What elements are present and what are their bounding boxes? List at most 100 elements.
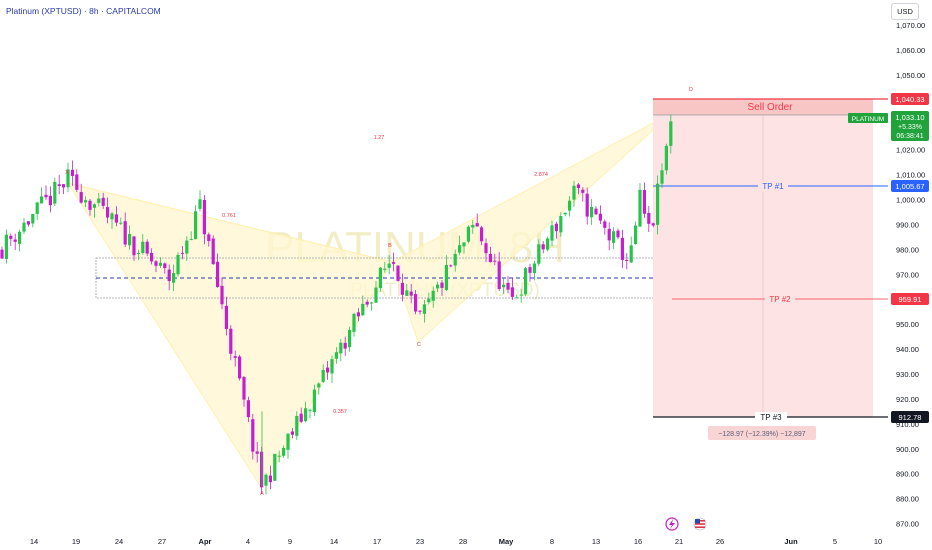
candle-body bbox=[88, 200, 92, 210]
y-tick-label: 950.00 bbox=[896, 320, 919, 329]
y-tick-label: 920.00 bbox=[896, 395, 919, 404]
candle-body bbox=[229, 328, 233, 354]
candle-body bbox=[664, 145, 668, 171]
last-price-badge bbox=[891, 111, 929, 141]
position-stats-bg bbox=[708, 426, 816, 440]
chart-title: Platinum (XPTUSD) · 8h · CAPITALCOM bbox=[6, 6, 161, 16]
tp3-label: TP #3 bbox=[760, 413, 782, 422]
candle-body bbox=[75, 174, 79, 190]
candle-body bbox=[97, 198, 101, 203]
x-tick-label: 13 bbox=[592, 537, 600, 546]
x-tick-label: 16 bbox=[634, 537, 642, 546]
candle-body bbox=[656, 183, 660, 225]
candle-body bbox=[550, 225, 554, 241]
candle-body bbox=[53, 181, 57, 204]
candles-layer bbox=[0, 114, 673, 495]
candle-body bbox=[488, 253, 492, 262]
candle-body bbox=[246, 400, 250, 418]
x-tick-label: 9 bbox=[288, 537, 292, 546]
ratio-bd: 2.874 bbox=[534, 172, 548, 178]
candle-body bbox=[537, 244, 541, 264]
tp2-label-bg bbox=[765, 294, 795, 305]
pattern-xb-leg bbox=[67, 182, 393, 263]
candle-body bbox=[123, 221, 127, 245]
tp2-label: TP #2 bbox=[769, 295, 791, 304]
candle-body bbox=[502, 284, 506, 288]
candle-body bbox=[510, 287, 514, 297]
candle-body bbox=[519, 294, 523, 296]
candle-body bbox=[242, 377, 246, 400]
candle-body bbox=[330, 359, 334, 374]
candle-body bbox=[370, 302, 374, 304]
candle-body bbox=[31, 213, 35, 224]
candle-body bbox=[343, 342, 347, 349]
candle-body bbox=[616, 230, 620, 238]
candle-body bbox=[84, 200, 88, 203]
candle-body bbox=[70, 169, 74, 176]
ratio-ac: 0.357 bbox=[333, 409, 347, 415]
tp1-label-bg bbox=[758, 181, 788, 192]
sell-price-badge bbox=[891, 93, 929, 105]
last-symbol-text: PLATINUM bbox=[852, 116, 884, 123]
candle-body bbox=[392, 262, 396, 264]
candle-body bbox=[273, 453, 277, 481]
y-tick-label: 1,050.00 bbox=[896, 71, 925, 80]
candle-body bbox=[572, 185, 576, 200]
y-tick-label: 900.00 bbox=[896, 445, 919, 454]
candle-body bbox=[449, 265, 453, 267]
candle-body bbox=[211, 238, 215, 265]
candle-body bbox=[35, 202, 39, 214]
point-c-label: C bbox=[417, 342, 421, 348]
candle-body bbox=[594, 208, 598, 215]
tp3-label-bg bbox=[755, 412, 787, 423]
x-tick-label: 23 bbox=[416, 537, 424, 546]
candle-body bbox=[387, 263, 391, 268]
candle-body bbox=[282, 447, 286, 456]
last-price-text: 1,033.10 bbox=[895, 113, 924, 122]
y-tick-label: 870.00 bbox=[896, 520, 919, 529]
last-symbol-badge bbox=[848, 113, 888, 123]
candle-body bbox=[40, 196, 44, 204]
tp1-price-text: 1,005.67 bbox=[895, 182, 924, 191]
candle-body bbox=[563, 212, 567, 215]
candle-body bbox=[4, 234, 8, 259]
candle-body bbox=[334, 352, 338, 359]
candle-body bbox=[418, 310, 422, 312]
candle-body bbox=[660, 170, 664, 184]
candle-body bbox=[374, 287, 378, 303]
x-tick-label: 14 bbox=[330, 537, 338, 546]
candle-body bbox=[216, 261, 220, 288]
candle-body bbox=[400, 282, 404, 295]
lightning-icon[interactable] bbox=[665, 517, 679, 531]
candle-body bbox=[0, 249, 4, 259]
candle-body bbox=[304, 408, 308, 422]
candle-body bbox=[378, 267, 382, 289]
candle-body bbox=[26, 221, 30, 225]
candle-body bbox=[224, 305, 228, 329]
y-tick-label: 910.00 bbox=[896, 420, 919, 429]
candle-body bbox=[528, 267, 532, 273]
y-tick-label: 1,020.00 bbox=[896, 146, 925, 155]
candle-body bbox=[295, 416, 299, 436]
time-axis[interactable]: 14 19 24 27 Apr 4 9 14 17 23 28 May 8 13 16 21 26 Jun 5 10 bbox=[30, 537, 882, 546]
candle-body bbox=[568, 200, 572, 211]
candle-body bbox=[352, 313, 356, 332]
x-tick-label: 28 bbox=[459, 537, 467, 546]
candle-body bbox=[541, 244, 545, 250]
y-tick-label: 970.00 bbox=[896, 270, 919, 279]
us-flag-icon[interactable] bbox=[693, 517, 707, 531]
currency-selector[interactable]: USD bbox=[891, 3, 919, 20]
x-tick-label: 27 bbox=[158, 537, 166, 546]
candle-body bbox=[642, 190, 646, 214]
candle-body bbox=[590, 206, 594, 218]
candle-body bbox=[554, 223, 558, 232]
candle-body bbox=[462, 242, 466, 247]
candle-body bbox=[145, 241, 149, 254]
y-tick-label: 980.00 bbox=[896, 245, 919, 254]
x-tick-label: Jun bbox=[784, 537, 798, 546]
candle-body bbox=[92, 204, 96, 208]
x-tick-label: 24 bbox=[115, 537, 123, 546]
candle-body bbox=[607, 228, 611, 241]
candle-body bbox=[207, 234, 211, 241]
